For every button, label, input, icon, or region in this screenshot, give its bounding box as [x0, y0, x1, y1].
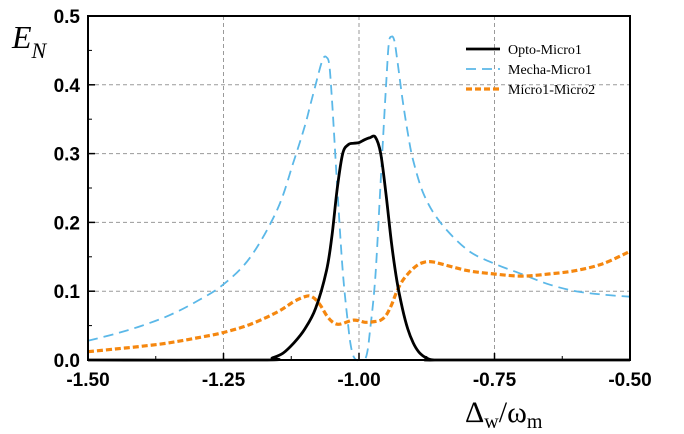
x-tick-label: -1.50: [66, 370, 109, 391]
y-tick-label: 0.1: [54, 282, 81, 303]
legend: Opto-Micro1 Mecha-Micro1 Micro1-Micro2: [466, 43, 595, 98]
y-axis-title: EN: [11, 19, 48, 63]
y-tick-label: 0.2: [54, 213, 80, 234]
x-axis-title-slash: /ω: [499, 396, 527, 429]
y-axis-title-sub: N: [31, 38, 48, 63]
x-axis-title-main: Δ: [465, 396, 484, 429]
series-line-opto-micro1: [87, 134, 630, 362]
x-axis-title: Δw/ωm: [465, 396, 543, 433]
y-tick-label: 0.3: [54, 145, 80, 166]
x-tick-label: -1.25: [202, 370, 246, 391]
legend-label: Opto-Micro1: [508, 43, 582, 58]
x-tick-label: -1.00: [337, 370, 380, 391]
y-tick-label: 0.5: [54, 7, 81, 28]
legend-label: Mecha-Micro1: [508, 63, 592, 78]
x-tick-label: -0.50: [608, 370, 651, 391]
series-line-micro1-micro2: [87, 249, 631, 354]
x-tick-label: -0.75: [473, 370, 517, 391]
y-tick-label: 0.0: [54, 351, 80, 372]
x-axis-title-sub2: m: [527, 411, 543, 433]
y-axis-title-main: E: [11, 19, 32, 55]
axis-ticks: [87, 15, 631, 361]
y-tick-label: 0.4: [54, 76, 81, 97]
x-axis-title-sub1: w: [484, 411, 499, 433]
grid: [88, 16, 630, 360]
legend-label: Micro1-Micro2: [508, 83, 595, 98]
tick-labels: -1.50 -1.25 -1.00 -0.75 -0.50 0.0 0.1 0.2 0.3 0.4…: [54, 7, 652, 391]
